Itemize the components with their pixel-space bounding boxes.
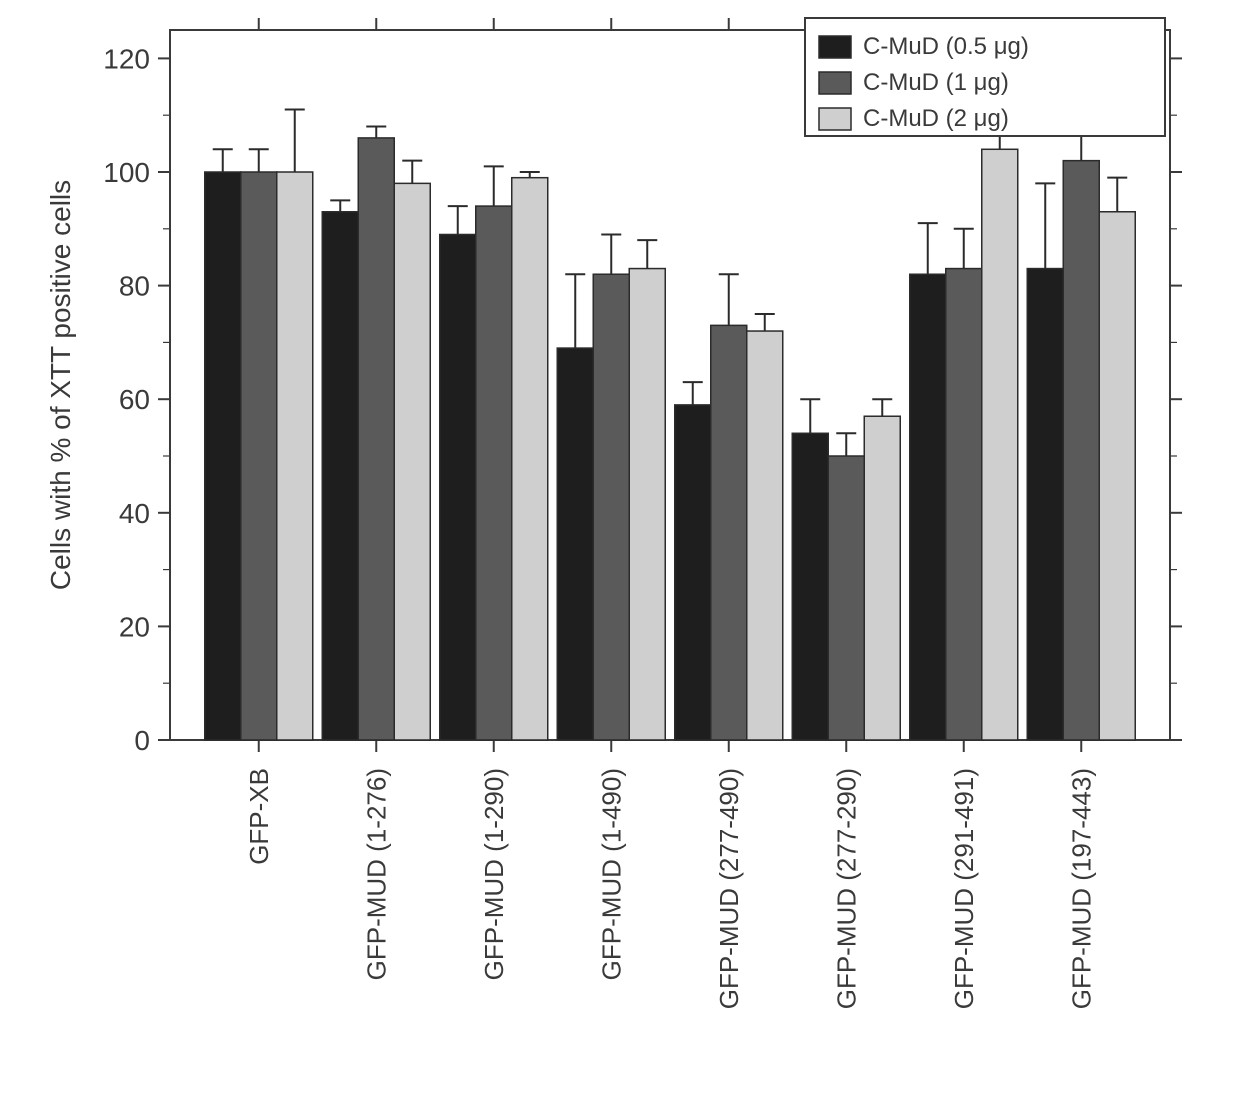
bar: [557, 348, 593, 740]
legend-swatch: [819, 36, 851, 58]
bar: [512, 178, 548, 740]
bar: [864, 416, 900, 740]
y-tick-label: 60: [119, 384, 150, 415]
y-tick-label: 80: [119, 271, 150, 302]
bar: [747, 331, 783, 740]
bar: [675, 405, 711, 740]
legend-swatch: [819, 72, 851, 94]
chart-svg: 0 20 40 60 80 100 120 Cells with % of XTT posit…: [0, 0, 1234, 1102]
y-tick-label: 20: [119, 611, 150, 642]
bar: [593, 274, 629, 740]
x-category-label: GFP-MUD (277-490): [714, 768, 744, 1009]
bar: [1099, 212, 1135, 740]
y-tick-label: 0: [134, 725, 150, 756]
x-category-label: GFP-MUD (197-443): [1066, 768, 1096, 1009]
bar: [1063, 161, 1099, 740]
legend-label: C-MuD (0.5 μg): [863, 33, 1029, 60]
legend-label: C-MuD (1 μg): [863, 69, 1009, 96]
legend-swatch: [819, 108, 851, 130]
bar: [394, 183, 430, 740]
x-category-label: GFP-XB: [244, 768, 274, 865]
x-category-label: GFP-MUD (1-290): [479, 768, 509, 980]
y-tick-label: 100: [103, 157, 150, 188]
bar: [711, 325, 747, 740]
bar: [277, 172, 313, 740]
bar: [205, 172, 241, 740]
bar: [241, 172, 277, 740]
y-tick-label: 120: [103, 43, 150, 74]
bar: [629, 269, 665, 740]
y-tick-label: 40: [119, 498, 150, 529]
x-category-label: GFP-MUD (291-491): [949, 768, 979, 1009]
bar-chart: 0 20 40 60 80 100 120 Cells with % of XTT posit…: [0, 0, 1234, 1102]
bar: [946, 269, 982, 740]
bar: [358, 138, 394, 740]
bar: [440, 234, 476, 740]
bar: [792, 433, 828, 740]
x-category-label: GFP-MUD (1-490): [596, 768, 626, 980]
bar: [322, 212, 358, 740]
bar: [982, 149, 1018, 740]
y-axis-label: Cells with % of XTT positive cells: [45, 180, 76, 590]
bar: [828, 456, 864, 740]
legend-label: C-MuD (2 μg): [863, 105, 1009, 132]
x-category-label: GFP-MUD (277-290): [831, 768, 861, 1009]
bar: [910, 274, 946, 740]
bar: [1027, 269, 1063, 740]
x-category-label: GFP-MUD (1-276): [361, 768, 391, 980]
bar: [476, 206, 512, 740]
